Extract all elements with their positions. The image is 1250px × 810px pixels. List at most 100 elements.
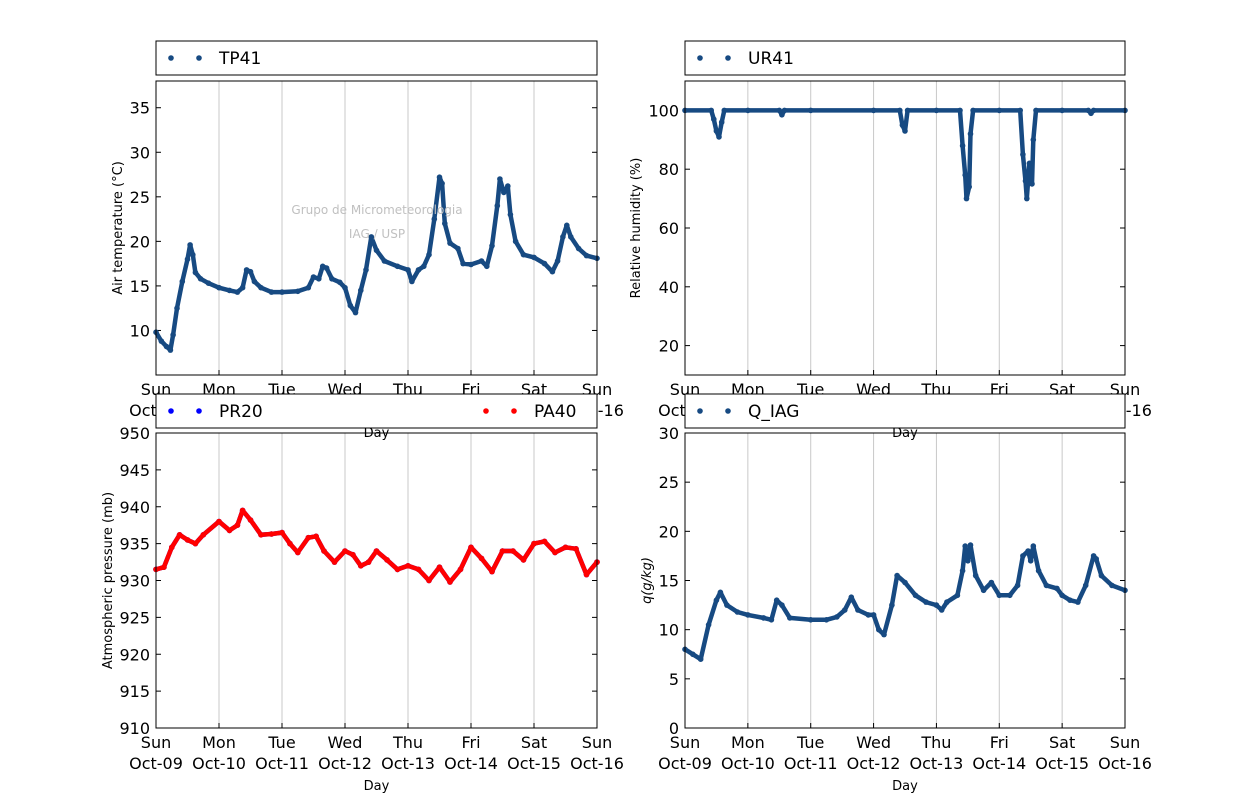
data-point	[251, 278, 258, 285]
data-point	[313, 533, 319, 540]
y-tick-label: 0	[669, 719, 679, 738]
data-point	[373, 247, 380, 254]
data-point	[501, 189, 507, 196]
data-point	[855, 607, 861, 613]
legend-marker	[196, 408, 202, 414]
data-point	[848, 594, 855, 600]
legend-box	[155, 40, 598, 76]
data-point	[381, 258, 388, 264]
series-UR41	[682, 107, 1128, 202]
data-point	[962, 172, 968, 178]
y-tick-label: 15	[659, 572, 679, 591]
data-point	[967, 542, 974, 548]
legend-label: TP41	[218, 49, 261, 69]
x-tick-label-date: Oct-14	[444, 754, 498, 773]
data-point	[897, 107, 903, 114]
x-tick-label-date: Oct-09	[658, 754, 712, 773]
data-point	[161, 564, 167, 570]
data-point	[415, 267, 422, 273]
data-point	[717, 589, 724, 596]
data-point	[447, 240, 453, 246]
y-tick-label: 20	[659, 337, 679, 356]
data-point	[552, 549, 558, 556]
y-tick-label: 40	[659, 278, 679, 297]
data-point	[394, 263, 401, 270]
data-point	[760, 615, 767, 621]
watermark: Grupo de Micrometeorologia IAG / USP	[291, 203, 462, 241]
data-point	[1026, 160, 1033, 167]
data-point	[226, 527, 233, 534]
data-point	[421, 263, 427, 270]
data-point	[176, 532, 183, 538]
legend-label: UR41	[748, 49, 794, 69]
data-point	[239, 507, 246, 514]
data-point	[745, 612, 751, 618]
data-point	[957, 107, 963, 114]
legend: TP41	[155, 40, 598, 76]
data-point	[510, 548, 516, 554]
data-point	[938, 607, 945, 613]
data-point	[442, 220, 448, 227]
data-point	[394, 566, 401, 573]
legend-marker	[168, 408, 174, 414]
data-point	[468, 544, 474, 551]
data-point	[279, 529, 285, 536]
data-point	[226, 287, 233, 294]
data-point	[350, 551, 356, 558]
data-point	[1030, 543, 1037, 549]
data-point	[1024, 195, 1030, 202]
y-tick-label: 950	[119, 424, 150, 443]
y-tick-label: 935	[119, 535, 150, 554]
x-tick-label-date: Oct-13	[910, 754, 964, 773]
data-point	[996, 592, 1003, 599]
data-point	[959, 142, 966, 149]
data-point	[965, 558, 971, 564]
data-point	[1075, 599, 1081, 605]
data-point	[163, 343, 170, 350]
x-tick-label-date: Oct-09	[129, 754, 183, 773]
data-point	[560, 234, 566, 240]
plot-frame	[155, 80, 598, 376]
data-point	[996, 107, 1003, 114]
data-point	[494, 202, 501, 209]
data-point	[865, 612, 872, 618]
data-point	[713, 597, 720, 603]
data-point	[329, 276, 335, 282]
y-tick-label: 10	[130, 321, 150, 340]
data-point	[457, 566, 464, 573]
legend-marker	[511, 408, 517, 414]
x-tick-label-day: Sun	[1110, 733, 1140, 752]
x-tick-label-day: Sun	[141, 733, 171, 752]
data-point	[415, 566, 422, 573]
x-tick-label-day: Mon	[202, 733, 236, 752]
plot-frame	[155, 432, 598, 729]
data-point	[234, 522, 241, 528]
data-point	[268, 289, 275, 295]
y-tick-label: 20	[130, 232, 150, 251]
data-point	[167, 347, 174, 353]
data-point	[287, 540, 293, 547]
data-point	[409, 278, 415, 285]
x-tick-label-date: Oct-12	[847, 754, 901, 773]
data-point	[192, 269, 199, 276]
data-point	[247, 268, 254, 275]
data-point	[899, 122, 906, 128]
legend-entry-PA40: PA40	[483, 402, 576, 422]
data-point	[1098, 572, 1105, 579]
data-point	[779, 602, 785, 608]
data-point	[1043, 582, 1050, 589]
x-tick-label-date: Oct-16	[570, 754, 624, 773]
data-point	[363, 267, 369, 273]
data-point	[690, 651, 696, 658]
data-point	[499, 548, 506, 554]
legend-entry-TP41: TP41	[168, 49, 261, 69]
x-tick-label-day: Fri	[990, 733, 1009, 752]
data-point	[988, 579, 995, 586]
x-tick-label-day: Thu	[392, 733, 423, 752]
y-tick-label: 930	[119, 572, 150, 591]
data-point	[531, 540, 537, 547]
legend-box	[155, 393, 598, 429]
legend-label: PA40	[534, 402, 576, 422]
y-tick-label: 10	[659, 621, 679, 640]
data-point	[512, 238, 519, 245]
